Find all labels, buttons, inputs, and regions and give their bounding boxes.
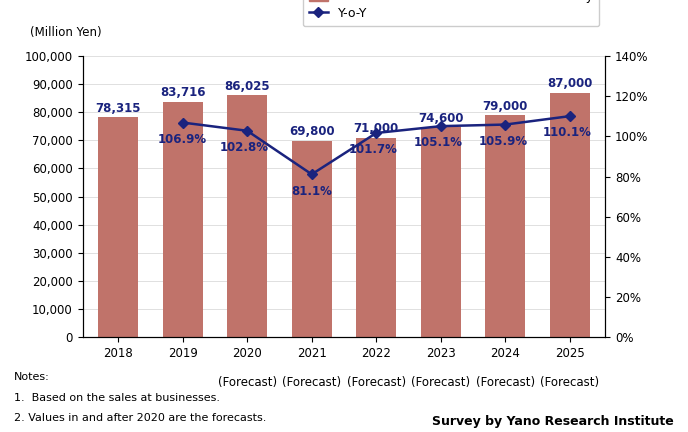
Text: (Forecast): (Forecast) bbox=[411, 376, 471, 389]
Bar bbox=[356, 137, 396, 337]
Text: 2. Values in and after 2020 are the forecasts.: 2. Values in and after 2020 are the fore… bbox=[14, 413, 266, 422]
Legend: Domestic CAE Market Size for Machinery, Y-o-Y: Domestic CAE Market Size for Machinery, … bbox=[303, 0, 599, 26]
Bar bbox=[98, 117, 138, 337]
Text: Notes:: Notes: bbox=[14, 372, 50, 381]
Text: (Forecast): (Forecast) bbox=[476, 376, 535, 389]
Bar bbox=[550, 93, 590, 337]
Text: 105.1%: 105.1% bbox=[413, 136, 463, 149]
Text: 83,716: 83,716 bbox=[160, 86, 205, 99]
Bar bbox=[421, 127, 461, 337]
Bar bbox=[227, 95, 267, 337]
Bar bbox=[292, 141, 332, 337]
Text: 86,025: 86,025 bbox=[224, 80, 270, 93]
Text: Survey by Yano Research Institute: Survey by Yano Research Institute bbox=[433, 415, 674, 428]
Text: 106.9%: 106.9% bbox=[158, 133, 207, 146]
Bar bbox=[485, 115, 526, 337]
Text: 81.1%: 81.1% bbox=[291, 185, 332, 198]
Text: 105.9%: 105.9% bbox=[478, 135, 528, 148]
Text: 79,000: 79,000 bbox=[483, 100, 528, 113]
Text: 101.7%: 101.7% bbox=[350, 143, 398, 156]
Text: (Million Yen): (Million Yen) bbox=[30, 26, 102, 39]
Text: (Forecast): (Forecast) bbox=[540, 376, 599, 389]
Text: 74,600: 74,600 bbox=[418, 112, 464, 125]
Text: 71,000: 71,000 bbox=[354, 122, 399, 135]
Text: (Forecast): (Forecast) bbox=[282, 376, 341, 389]
Text: 110.1%: 110.1% bbox=[543, 126, 592, 139]
Text: 78,315: 78,315 bbox=[96, 102, 141, 114]
Text: 102.8%: 102.8% bbox=[220, 141, 269, 154]
Text: 69,800: 69,800 bbox=[289, 125, 334, 138]
Text: 1.  Based on the sales at businesses.: 1. Based on the sales at businesses. bbox=[14, 393, 219, 403]
Text: 87,000: 87,000 bbox=[547, 77, 592, 90]
Text: (Forecast): (Forecast) bbox=[217, 376, 277, 389]
Text: (Forecast): (Forecast) bbox=[347, 376, 406, 389]
Bar bbox=[162, 102, 203, 337]
